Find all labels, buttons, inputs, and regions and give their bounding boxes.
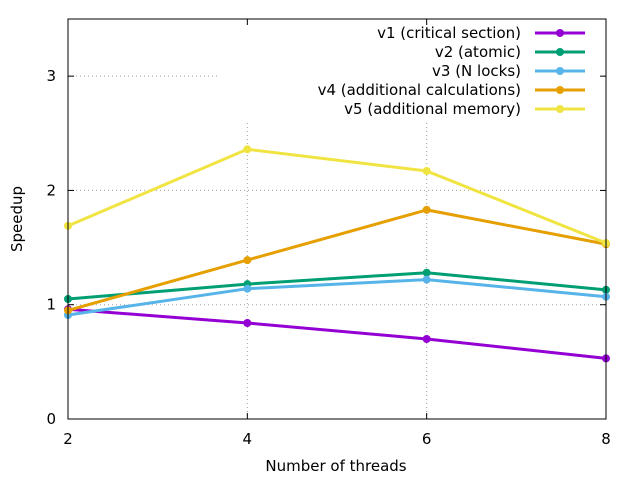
data-point-v1: [422, 335, 431, 343]
y-tick-label: 0: [46, 410, 56, 428]
series-line-v4: [67, 208, 607, 312]
x-tick-label: 6: [422, 430, 432, 448]
data-point-v2: [422, 268, 431, 277]
legend: v1 (critical section)v2 (atomic)v3 (N lo…: [318, 24, 585, 118]
series-line-v1: [67, 307, 607, 360]
x-tick-label: 4: [243, 430, 253, 448]
y-axis-label: Speedup: [8, 186, 26, 252]
data-point-v4: [243, 256, 252, 265]
data-point-v4: [422, 205, 431, 214]
legend-marker-v3: [556, 67, 564, 75]
series-line-v3: [67, 278, 607, 317]
legend-marker-v2: [556, 48, 564, 56]
data-point-v5: [422, 167, 431, 175]
series-line-v2: [67, 271, 607, 301]
data-point-v5: [243, 145, 252, 154]
legend-label-v1: v1 (critical section): [377, 24, 521, 42]
series-line-v5: [67, 147, 607, 245]
data-point-v3: [243, 284, 252, 293]
y-tick-label: 3: [46, 67, 56, 85]
y-tick-label: 1: [46, 296, 56, 314]
plot-border: [67, 18, 607, 420]
x-tick-label: 2: [63, 430, 73, 448]
y-tick-label: 2: [46, 181, 56, 199]
legend-label-v4: v4 (additional calculations): [318, 81, 521, 99]
x-axis-label: Number of threads: [265, 457, 406, 475]
data-point-v1: [243, 319, 252, 327]
legend-marker-v5: [556, 105, 564, 113]
legend-label-v3: v3 (N locks): [432, 62, 521, 80]
legend-marker-v4: [556, 86, 564, 94]
series-layer: [64, 145, 610, 363]
legend-label-v2: v2 (atomic): [435, 43, 521, 61]
x-tick-label: 8: [601, 430, 611, 448]
legend-label-v5: v5 (additional memory): [344, 100, 521, 118]
data-point-v3: [422, 275, 431, 284]
legend-marker-v1: [556, 29, 564, 37]
ticks-layer: 0 1 2 3 2 4 6 8: [46, 19, 611, 448]
